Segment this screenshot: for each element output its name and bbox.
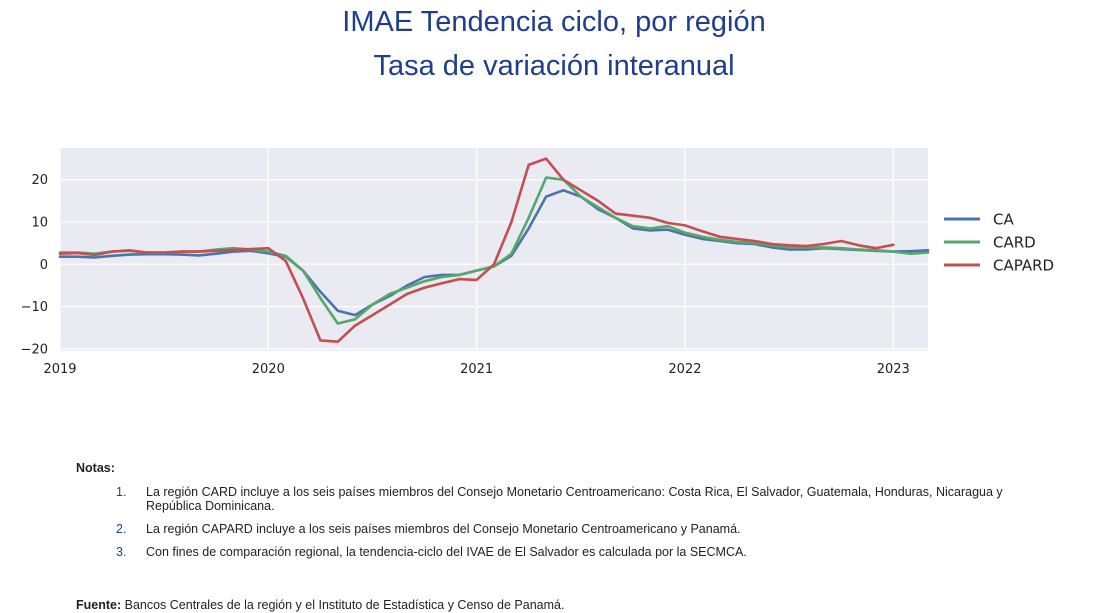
x-axis: 2019 2020 2021 2022 2023 (43, 362, 909, 377)
note-text: La región CARD incluye a los seis países… (146, 485, 1003, 513)
chart-title: IMAE Tendencia ciclo, por región (342, 6, 766, 38)
source-note: Fuente: Bancos Centrales de la región y … (76, 598, 564, 612)
series-lines (58, 157, 930, 343)
notes-label: Notas: (76, 461, 115, 475)
source-text: Bancos Centrales de la región y el Insti… (121, 598, 565, 612)
y-tick-label: 10 (31, 216, 48, 231)
legend: CA CARD CAPARD (944, 211, 1054, 275)
note-number: 3. (116, 545, 127, 559)
x-tick-label: 2022 (668, 362, 701, 377)
note-text: La región CAPARD incluye a los seis país… (146, 522, 741, 536)
legend-label: CAPARD (993, 257, 1054, 275)
x-tick-label: 2021 (460, 362, 493, 377)
y-tick-label: 20 (31, 173, 48, 188)
y-axis: 20 10 0 −10 −20 (21, 173, 48, 357)
note-item: 3. Con fines de comparación regional, la… (116, 545, 1056, 559)
x-tick-label: 2019 (43, 362, 76, 377)
note-item: 2. La región CAPARD incluye a los seis p… (116, 522, 1056, 536)
chart-subtitle: Tasa de variación interanual (373, 50, 735, 82)
note-number: 2. (116, 522, 127, 536)
x-tick-label: 2020 (252, 362, 285, 377)
legend-label: CA (993, 211, 1014, 229)
y-tick-label: −10 (21, 300, 48, 315)
x-tick-label: 2023 (877, 362, 910, 377)
note-item: 1. La región CARD incluye a los seis paí… (116, 485, 1056, 513)
legend-label: CARD (993, 234, 1036, 252)
series-line-capard (58, 157, 895, 343)
y-tick-label: 0 (40, 258, 48, 273)
source-label: Fuente: (76, 598, 122, 612)
notes-section: Notas: 1. La región CARD incluye a los s… (76, 461, 1056, 568)
y-tick-label: −20 (21, 342, 48, 357)
note-number: 1. (116, 485, 127, 499)
note-text: Con fines de comparación regional, la te… (146, 545, 747, 559)
